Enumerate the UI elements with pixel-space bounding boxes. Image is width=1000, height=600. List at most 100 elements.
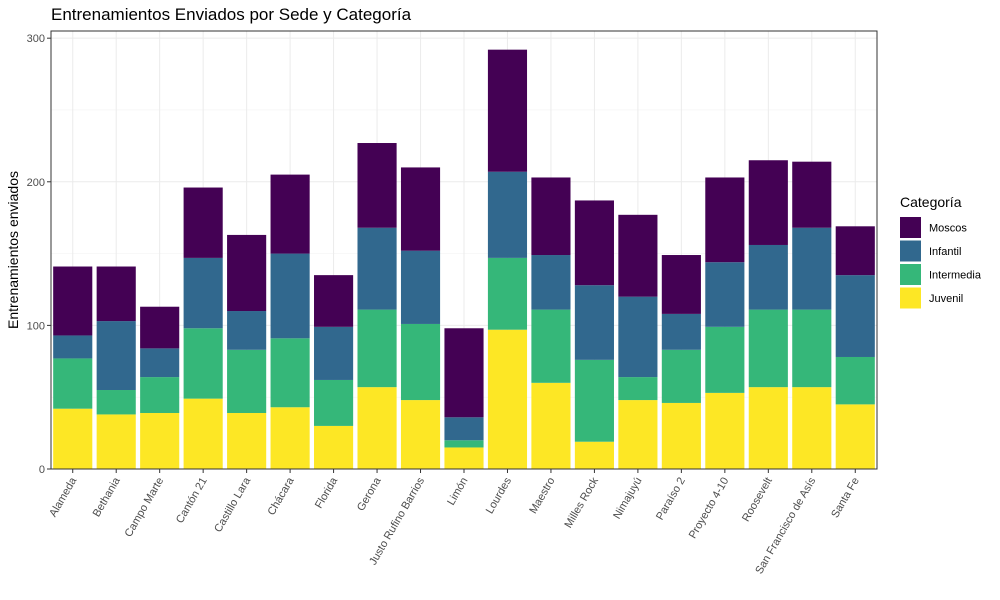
x-tick-label: Santa Fe [829, 476, 862, 521]
bar-segment [444, 447, 484, 469]
bar-segment [748, 244, 788, 310]
x-tick-label: Chácara [266, 475, 298, 518]
y-tick-label: 100 [27, 320, 45, 332]
bar-segment [227, 234, 267, 312]
legend-title: Categoría [900, 194, 962, 210]
bar-segment [661, 313, 701, 350]
bar-segment [835, 404, 875, 469]
bar-segment [444, 328, 484, 418]
bar-segment [357, 227, 397, 310]
bar-segment [618, 377, 658, 401]
y-tick-label: 300 [27, 33, 45, 45]
bar-segment [53, 358, 93, 409]
x-tick-label: Gerona [355, 475, 384, 514]
legend-label: Juvenil [929, 293, 963, 305]
bar-segment [487, 49, 528, 172]
bar-segment [661, 402, 701, 469]
bar-segment [531, 382, 571, 469]
legend: Categoría Moscos Infantil Intermedia Juveni… [900, 194, 982, 309]
bar-segment [140, 348, 180, 378]
bar-segment [705, 392, 745, 469]
bar-segment [574, 285, 614, 360]
legend-key [900, 217, 921, 238]
bar-segment [705, 177, 745, 263]
bar-segment [183, 187, 223, 258]
bar-segment [400, 250, 441, 324]
y-tick-label: 200 [27, 177, 45, 189]
legend-label: Intermedia [929, 270, 982, 282]
bar-segment [487, 329, 528, 469]
bar-segment [618, 400, 658, 469]
bar-segment [227, 349, 267, 413]
bar-segment [270, 174, 310, 254]
x-tick-label: Florida [313, 475, 341, 511]
bar-segment [531, 309, 571, 383]
bar-segment [314, 425, 354, 469]
bar-segment [53, 266, 93, 336]
x-tick-label: Alameda [47, 475, 80, 519]
x-tick-label: Proyecto 4-10 [687, 476, 732, 541]
x-axis: Alameda Bethania Campo Marte Cantón 21 Casti… [47, 469, 862, 576]
legend-label: Moscos [929, 223, 967, 235]
x-tick-label: Limón [445, 476, 470, 508]
y-axis: 0 100 200 300 [27, 33, 51, 476]
bar-segment [531, 177, 571, 256]
bar-segment [314, 326, 354, 380]
bar-segment [574, 441, 614, 469]
bar-segment [96, 321, 136, 391]
bar-segment [792, 227, 832, 310]
x-tick-label: Milles Rock [563, 475, 602, 530]
bar-segment [227, 311, 267, 350]
bar-segment [661, 349, 701, 403]
chart-title: Entrenamientos Enviados por Sede y Categ… [51, 5, 412, 24]
bar-segment [183, 328, 223, 399]
bar-segment [574, 200, 614, 286]
bar-segment [314, 379, 354, 426]
bar-segment [835, 275, 875, 357]
bar-segment [183, 257, 223, 329]
bar-segment [748, 387, 788, 469]
bar-segment [618, 214, 658, 297]
x-tick-label: Castillo Lara [212, 475, 253, 535]
bar-segment [661, 255, 701, 314]
bar-segment [400, 167, 441, 251]
bar-segment [140, 377, 180, 413]
bar-segment [705, 262, 745, 327]
bar-segment [53, 408, 93, 469]
bar-segment [270, 407, 310, 469]
bar-segment [270, 338, 310, 408]
bar-segment [357, 309, 397, 388]
bar-segment [357, 387, 397, 469]
legend-key [900, 287, 921, 309]
x-tick-label: Cantón 21 [174, 476, 210, 526]
bar-segment [96, 390, 136, 415]
x-tick-label: Lourdes [484, 475, 515, 516]
bar-segment [618, 296, 658, 378]
x-tick-label: Maestro [527, 476, 557, 516]
x-tick-label: Campo Marte [123, 476, 167, 540]
bar-segment [314, 275, 354, 327]
bar-segment [140, 306, 180, 349]
bar-segment [400, 323, 441, 401]
bar-segment [96, 414, 136, 469]
bar-segment [792, 309, 832, 388]
bar-segment [835, 226, 875, 276]
bar-segment [792, 161, 832, 228]
bar-segment [140, 412, 180, 469]
x-tick-label: Bethania [91, 475, 124, 519]
bar-segment [574, 359, 614, 442]
bar-segment [96, 266, 136, 322]
bar-segment [835, 356, 875, 405]
bar-segment [400, 400, 441, 469]
bar-segment [183, 398, 223, 469]
x-tick-label: Nimajuyú [611, 476, 644, 522]
bar-segment [531, 255, 571, 310]
bar-segment [270, 253, 310, 339]
legend-key [900, 264, 921, 285]
y-tick-label: 0 [39, 464, 45, 476]
bar-segment [444, 417, 484, 441]
bars-group [53, 49, 875, 469]
x-tick-label: Paraíso 2 [654, 476, 688, 523]
